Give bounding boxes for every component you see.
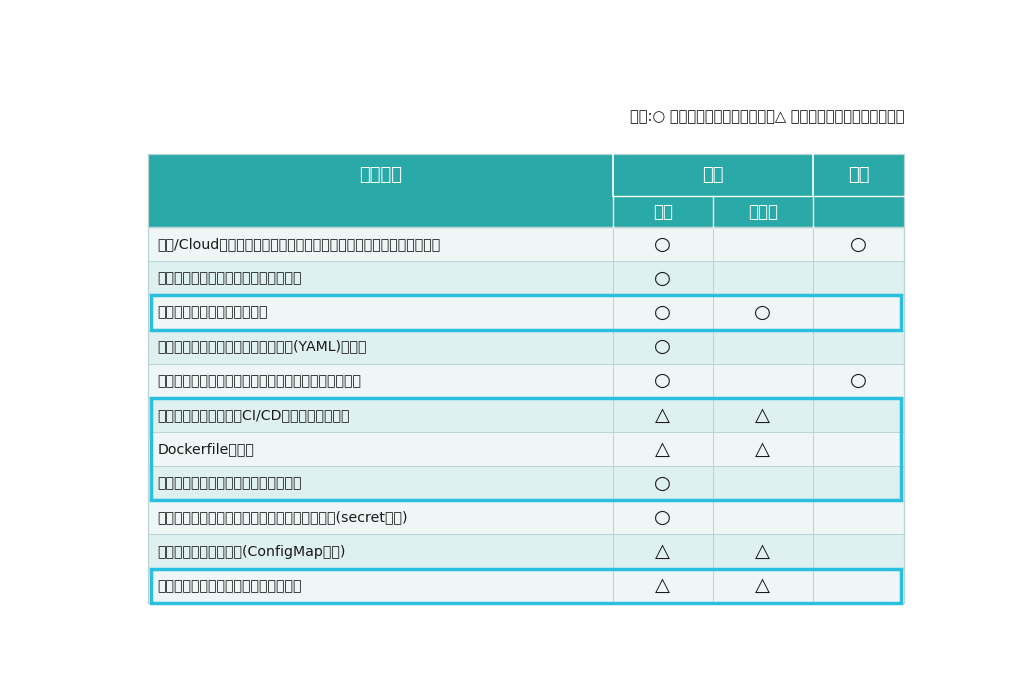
Bar bbox=[713, 197, 813, 227]
Bar bbox=[813, 154, 904, 197]
Bar bbox=[613, 261, 713, 295]
Text: コンテナやサービス名の決定: コンテナやサービス名の決定 bbox=[158, 305, 268, 319]
Bar bbox=[713, 569, 813, 603]
Text: △: △ bbox=[655, 440, 671, 459]
Bar bbox=[813, 197, 904, 227]
Text: △: △ bbox=[756, 440, 770, 459]
Bar bbox=[813, 535, 904, 569]
Text: 凡例:○ 通常担当することが多い　△ 協議の上担当チームを決める: 凡例:○ 通常担当することが多い △ 協議の上担当チームを決める bbox=[630, 109, 904, 125]
Bar bbox=[147, 295, 613, 330]
Bar bbox=[813, 398, 904, 432]
Text: ○: ○ bbox=[654, 372, 672, 390]
Bar bbox=[151, 569, 901, 603]
Bar bbox=[813, 261, 904, 295]
Bar bbox=[147, 364, 613, 398]
Bar bbox=[147, 500, 613, 535]
Bar bbox=[613, 500, 713, 535]
Text: Dockerfileの作成: Dockerfileの作成 bbox=[158, 442, 254, 456]
Text: ビルド・スクリプト、CI/CDパイプライン構成: ビルド・スクリプト、CI/CDパイプライン構成 bbox=[158, 408, 350, 422]
Bar bbox=[151, 398, 901, 500]
Bar bbox=[613, 569, 713, 603]
Bar bbox=[147, 227, 613, 261]
Text: 外部サービスへのテスト・データ設定: 外部サービスへのテスト・データ設定 bbox=[158, 579, 302, 592]
Text: 外部化された値の設定(ConfigMapなど): 外部化された値の設定(ConfigMapなど) bbox=[158, 545, 346, 559]
Text: △: △ bbox=[655, 577, 671, 595]
Text: アプリ: アプリ bbox=[748, 203, 777, 221]
Bar bbox=[147, 432, 613, 466]
Bar bbox=[613, 398, 713, 432]
Bar bbox=[813, 466, 904, 500]
Bar bbox=[613, 535, 713, 569]
Bar bbox=[813, 295, 904, 330]
Bar bbox=[813, 330, 904, 364]
Text: △: △ bbox=[756, 577, 770, 595]
Text: ○: ○ bbox=[850, 372, 867, 390]
Bar bbox=[713, 330, 813, 364]
Bar bbox=[147, 154, 613, 197]
Text: ○: ○ bbox=[850, 235, 867, 254]
Bar bbox=[713, 535, 813, 569]
Text: デプロイ構成リソース定義ファイル(YAML)の作成: デプロイ構成リソース定義ファイル(YAML)の作成 bbox=[158, 340, 367, 354]
Bar bbox=[713, 398, 813, 432]
Text: ○: ○ bbox=[654, 235, 672, 254]
Text: △: △ bbox=[756, 542, 770, 561]
Text: ○: ○ bbox=[654, 337, 672, 356]
Bar bbox=[813, 227, 904, 261]
Text: 基盤/Cloudサービスのオーダー、ユーザーと権限の管理、課金の管理: 基盤/Cloudサービスのオーダー、ユーザーと権限の管理、課金の管理 bbox=[158, 237, 440, 251]
Bar bbox=[147, 197, 613, 227]
Text: クラウドの監視・運用系設計及び設定、運用手順作成: クラウドの監視・運用系設計及び設定、運用手順作成 bbox=[158, 374, 361, 388]
Text: 作業項目: 作業項目 bbox=[358, 166, 401, 184]
Bar bbox=[613, 197, 713, 227]
Bar bbox=[813, 500, 904, 535]
Bar bbox=[147, 569, 613, 603]
Bar bbox=[713, 295, 813, 330]
Bar bbox=[147, 330, 613, 364]
Bar bbox=[613, 466, 713, 500]
Text: ○: ○ bbox=[654, 303, 672, 322]
Bar bbox=[713, 261, 813, 295]
Text: クラウド・ネットワーク設計及び設定: クラウド・ネットワーク設計及び設定 bbox=[158, 271, 302, 286]
Text: パイプラインを使用しないリソースのデプロイ(secretなど): パイプラインを使用しないリソースのデプロイ(secretなど) bbox=[158, 510, 408, 524]
Bar bbox=[613, 154, 813, 197]
Bar bbox=[151, 295, 901, 330]
Text: △: △ bbox=[655, 542, 671, 561]
Bar bbox=[147, 154, 904, 227]
Bar bbox=[813, 364, 904, 398]
Bar bbox=[613, 330, 713, 364]
Bar bbox=[713, 364, 813, 398]
Text: ○: ○ bbox=[755, 303, 771, 322]
Bar bbox=[713, 432, 813, 466]
Text: 基盤: 基盤 bbox=[653, 203, 673, 221]
Bar bbox=[147, 535, 613, 569]
Bar bbox=[813, 569, 904, 603]
Text: 運用: 運用 bbox=[848, 166, 869, 184]
Bar bbox=[713, 466, 813, 500]
Text: △: △ bbox=[655, 405, 671, 424]
Text: △: △ bbox=[756, 405, 770, 424]
Bar bbox=[713, 500, 813, 535]
Bar bbox=[613, 227, 713, 261]
Text: ○: ○ bbox=[654, 508, 672, 527]
Text: ○: ○ bbox=[654, 474, 672, 493]
Text: ○: ○ bbox=[654, 269, 672, 288]
Text: 開発: 開発 bbox=[702, 166, 724, 184]
Bar bbox=[613, 432, 713, 466]
Bar bbox=[613, 364, 713, 398]
Bar bbox=[713, 227, 813, 261]
Bar bbox=[147, 261, 613, 295]
Bar bbox=[613, 295, 713, 330]
Text: クラウド・テスト環境利用ガイド作成: クラウド・テスト環境利用ガイド作成 bbox=[158, 476, 302, 491]
Bar bbox=[147, 227, 904, 603]
Bar bbox=[147, 466, 613, 500]
Bar bbox=[147, 398, 613, 432]
Bar bbox=[813, 432, 904, 466]
